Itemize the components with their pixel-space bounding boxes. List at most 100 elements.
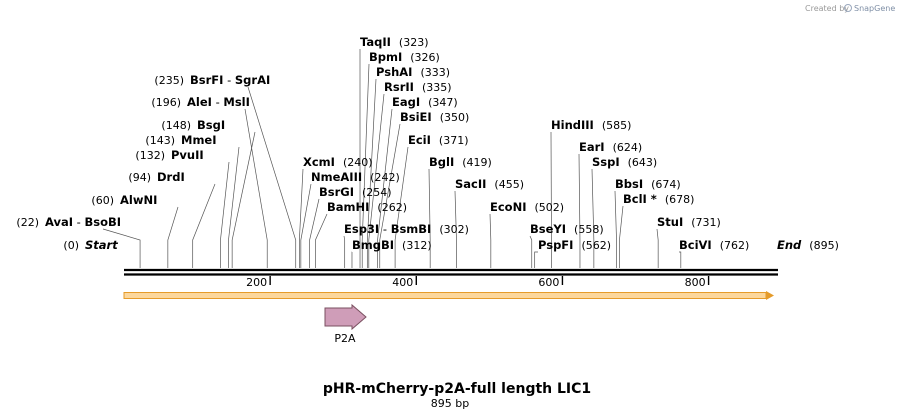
leader-eari: [578, 153, 581, 268]
site-ecii[interactable]: EciI (371): [408, 133, 469, 147]
leader-mmei: [228, 146, 240, 268]
site-name: NmeAIII: [311, 170, 362, 184]
site-bpmi[interactable]: BpmI (326): [369, 50, 440, 64]
site-eagi[interactable]: EagI (347): [392, 95, 458, 109]
leader-bsgi: [231, 131, 256, 268]
site-start[interactable]: Start (0): [63, 238, 118, 252]
site-position: (132): [135, 149, 165, 162]
site-name: AvaI - BsoBI: [45, 215, 121, 229]
map-length: 895 bp: [431, 397, 469, 410]
site-position: (148): [161, 119, 191, 132]
site-name: BglI: [429, 155, 454, 169]
site-name: BmgBI: [352, 238, 394, 252]
site-rsrii[interactable]: RsrII (335): [384, 80, 452, 94]
leader-alwni: [167, 206, 179, 268]
site-pspfi[interactable]: PspFI (562): [538, 238, 611, 252]
site-name: PspFI: [538, 238, 573, 252]
site-position: (262): [377, 201, 407, 214]
site-name: BciVI: [679, 238, 712, 252]
site-name: TaqII: [360, 35, 391, 49]
site-position: (502): [534, 201, 564, 214]
leader-ecii: [394, 146, 409, 268]
site-bsiei[interactable]: BsiEI (350): [400, 110, 469, 124]
site-nmeaiii[interactable]: NmeAIII (242): [311, 170, 400, 184]
site-name: BpmI: [369, 50, 402, 64]
site-bsrgi[interactable]: BsrGI (254): [319, 185, 392, 199]
leader-bseyi: [529, 235, 533, 268]
site-name: RsrII: [384, 80, 414, 94]
site-position: (674): [651, 178, 681, 191]
site-alwni[interactable]: AlwNI (60): [91, 193, 157, 207]
site-position: (350): [440, 111, 470, 124]
site-bcivi[interactable]: BciVI (762): [679, 238, 749, 252]
leader-pshai: [366, 78, 377, 268]
site-bsrfi-sgrai[interactable]: BsrFI - SgrAI (235): [154, 73, 270, 87]
site-position: (678): [665, 193, 695, 206]
site-eari[interactable]: EarI (624): [579, 140, 642, 154]
leader-bamhi: [315, 213, 328, 268]
site-name: XcmI: [303, 155, 335, 169]
site-name: BsrFI - SgrAI: [190, 73, 270, 87]
site-xcmi[interactable]: XcmI (240): [303, 155, 373, 169]
site-econi[interactable]: EcoNI (502): [490, 200, 564, 214]
leader-bgli: [428, 168, 431, 268]
site-position: (94): [128, 171, 151, 184]
snapgene-logo-icon: [844, 4, 852, 12]
site-name: SacII: [455, 177, 486, 191]
site-stui[interactable]: StuI (731): [657, 215, 721, 229]
site-name: Esp3I - BsmBI: [344, 222, 431, 236]
leader-stui: [656, 228, 659, 268]
leader-bbsi: [614, 190, 617, 268]
leader-drdi: [192, 183, 216, 268]
site-name: MmeI: [181, 133, 217, 147]
site-bmgbi[interactable]: BmgBI (312): [352, 238, 432, 252]
site-name: BclI *: [623, 192, 657, 206]
credit-prefix: Created by: [805, 4, 849, 13]
site-name: AleI - MslI: [187, 95, 250, 109]
site-pshai[interactable]: PshAI (333): [376, 65, 450, 79]
site-position: (242): [370, 171, 400, 184]
site-bcli[interactable]: BclI * (678): [623, 192, 694, 206]
p2a-feature[interactable]: P2A: [324, 303, 367, 345]
site-position: (585): [602, 119, 632, 132]
site-alei-msli[interactable]: AleI - MslI (196): [151, 95, 250, 109]
site-mmei[interactable]: MmeI (143): [145, 133, 216, 147]
p2a-arrow[interactable]: [324, 303, 367, 331]
leader-bcli: [619, 205, 624, 268]
leader-econi: [489, 213, 492, 268]
site-pvuii[interactable]: PvuII (132): [135, 148, 203, 162]
site-bgli[interactable]: BglI (419): [429, 155, 492, 169]
site-sspi[interactable]: SspI (643): [592, 155, 657, 169]
site-position: (347): [428, 96, 458, 109]
orf-arrow: [123, 291, 774, 300]
site-name: BsiEI: [400, 110, 432, 124]
site-position: (323): [399, 36, 429, 49]
site-name: EarI: [579, 140, 605, 154]
credit-brand: SnapGene: [854, 4, 895, 13]
leader-nmeaiii: [300, 183, 312, 268]
site-bbsi[interactable]: BbsI (674): [615, 177, 681, 191]
leader-esp3i-bsmbi: [343, 235, 346, 268]
ruler-ticks: 200 400 600 800: [246, 276, 710, 289]
site-end[interactable]: End (895): [777, 238, 839, 252]
site-position: (371): [439, 134, 469, 147]
site-position: (455): [494, 178, 524, 191]
site-name: AlwNI: [120, 193, 157, 207]
site-sacii[interactable]: SacII (455): [455, 177, 524, 191]
site-avai-bsobi[interactable]: AvaI - BsoBI (22): [16, 215, 121, 229]
site-esp3i-bsmbi[interactable]: Esp3I - BsmBI (302): [344, 222, 469, 236]
site-name: StuI: [657, 215, 683, 229]
tick-label-600: 600: [538, 276, 559, 289]
site-position: (312): [402, 239, 432, 252]
map-title: pHR-mCherry-p2A-full length LIC1: [323, 381, 591, 397]
site-hindiii[interactable]: HindIII (585): [551, 118, 631, 132]
site-position: (143): [145, 134, 175, 147]
site-taqii[interactable]: TaqII (323): [360, 35, 429, 49]
site-drdi[interactable]: DrdI (94): [128, 170, 184, 184]
site-bseyi[interactable]: BseYI (558): [530, 222, 604, 236]
site-position: (558): [574, 223, 604, 236]
site-bamhi[interactable]: BamHI (262): [327, 200, 407, 214]
site-bsgi[interactable]: BsgI (148): [161, 118, 225, 132]
leader-pspfi: [534, 251, 538, 268]
